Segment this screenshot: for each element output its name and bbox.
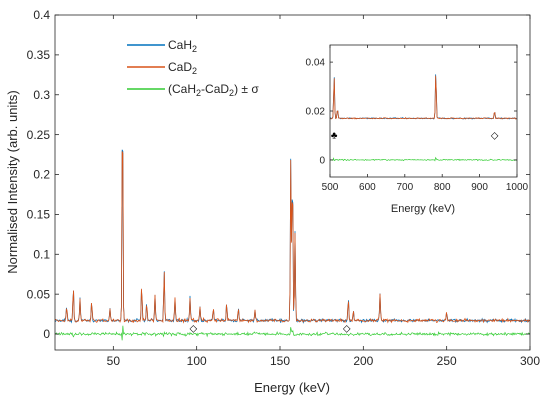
main-y-tick-label: 0.05: [27, 287, 51, 301]
main-y-tick-label: 0.25: [27, 128, 51, 142]
main-series-cad2-line: [55, 151, 530, 324]
main-y-tick-label: 0.15: [27, 208, 51, 222]
inset-series-cad2-line: [330, 75, 517, 120]
main-plot-frame: [54, 14, 531, 351]
main-series-diff-line: [55, 325, 530, 341]
main-x-tick-label: 250: [437, 354, 457, 368]
main-y-tick-label: 0.35: [27, 48, 51, 62]
inset-series-group: ◇♣: [330, 74, 517, 162]
inset-series-diff-line: [330, 156, 517, 162]
main-y-tick-label: 0.2: [33, 168, 50, 182]
main-x-tick-label: 200: [353, 354, 373, 368]
inset-background: [330, 45, 517, 177]
main-y-tick-label: 0: [43, 327, 50, 341]
inset-diamond-marker: ◇: [491, 130, 499, 141]
main-diamond-marker: ◇: [189, 323, 197, 334]
inset-x-tick-label: 800: [434, 182, 451, 193]
main-diamond-marker: ◇: [343, 323, 351, 334]
main-x-tick-label: 150: [270, 354, 290, 368]
inset-x-tick-label: 1000: [506, 182, 529, 193]
inset-x-axis-title: Energy (keV): [391, 203, 455, 215]
legend: CaH2 CaD2 (CaH2-CaD2) ± σ: [127, 38, 259, 98]
main-x-tick-label: 100: [187, 354, 207, 368]
main-series-group: ◇ ◇: [55, 149, 530, 341]
inset-x-tick-label: 500: [322, 182, 339, 193]
legend-entry-cah2-label: CaH2: [168, 38, 197, 54]
main-y-tick-label: 0.3: [33, 88, 50, 102]
legend-entry-cad2-label: CaD2: [168, 60, 197, 76]
main-ticks: 50 100 150 200 250 300 0 0.05 0.1 0.15 0.2 0.25 0.3 0…: [27, 8, 541, 368]
inset-y-tick-label: 0.04: [306, 58, 326, 69]
main-x-tick-label: 300: [520, 354, 540, 368]
inset-club-marker: ♣: [331, 130, 338, 141]
legend-entry-diff-label: (CaH2-CaD2) ± σ: [168, 82, 259, 98]
main-y-tick-label: 0.1: [33, 247, 50, 261]
main-y-axis-title: Normalised Intensity (arb. units): [5, 90, 20, 274]
inset-x-tick-label: 700: [396, 182, 413, 193]
inset-y-tick-label: 0: [319, 155, 325, 166]
inset-y-tick-label: 0.02: [306, 107, 326, 118]
inset-ticks: 500 600 700 800 900 1000 0 0.02 0.04: [306, 45, 529, 193]
inset-x-tick-label: 900: [471, 182, 488, 193]
inset-x-tick-label: 600: [359, 182, 376, 193]
main-x-tick-label: 50: [107, 354, 121, 368]
main-plot: ◇ ◇ 50 100 150 200 250 30000.050.10.150.20.250…: [5, 8, 540, 395]
main-y-tick-label: 0.4: [33, 8, 50, 22]
main-x-axis-title: Energy (keV): [254, 380, 330, 395]
